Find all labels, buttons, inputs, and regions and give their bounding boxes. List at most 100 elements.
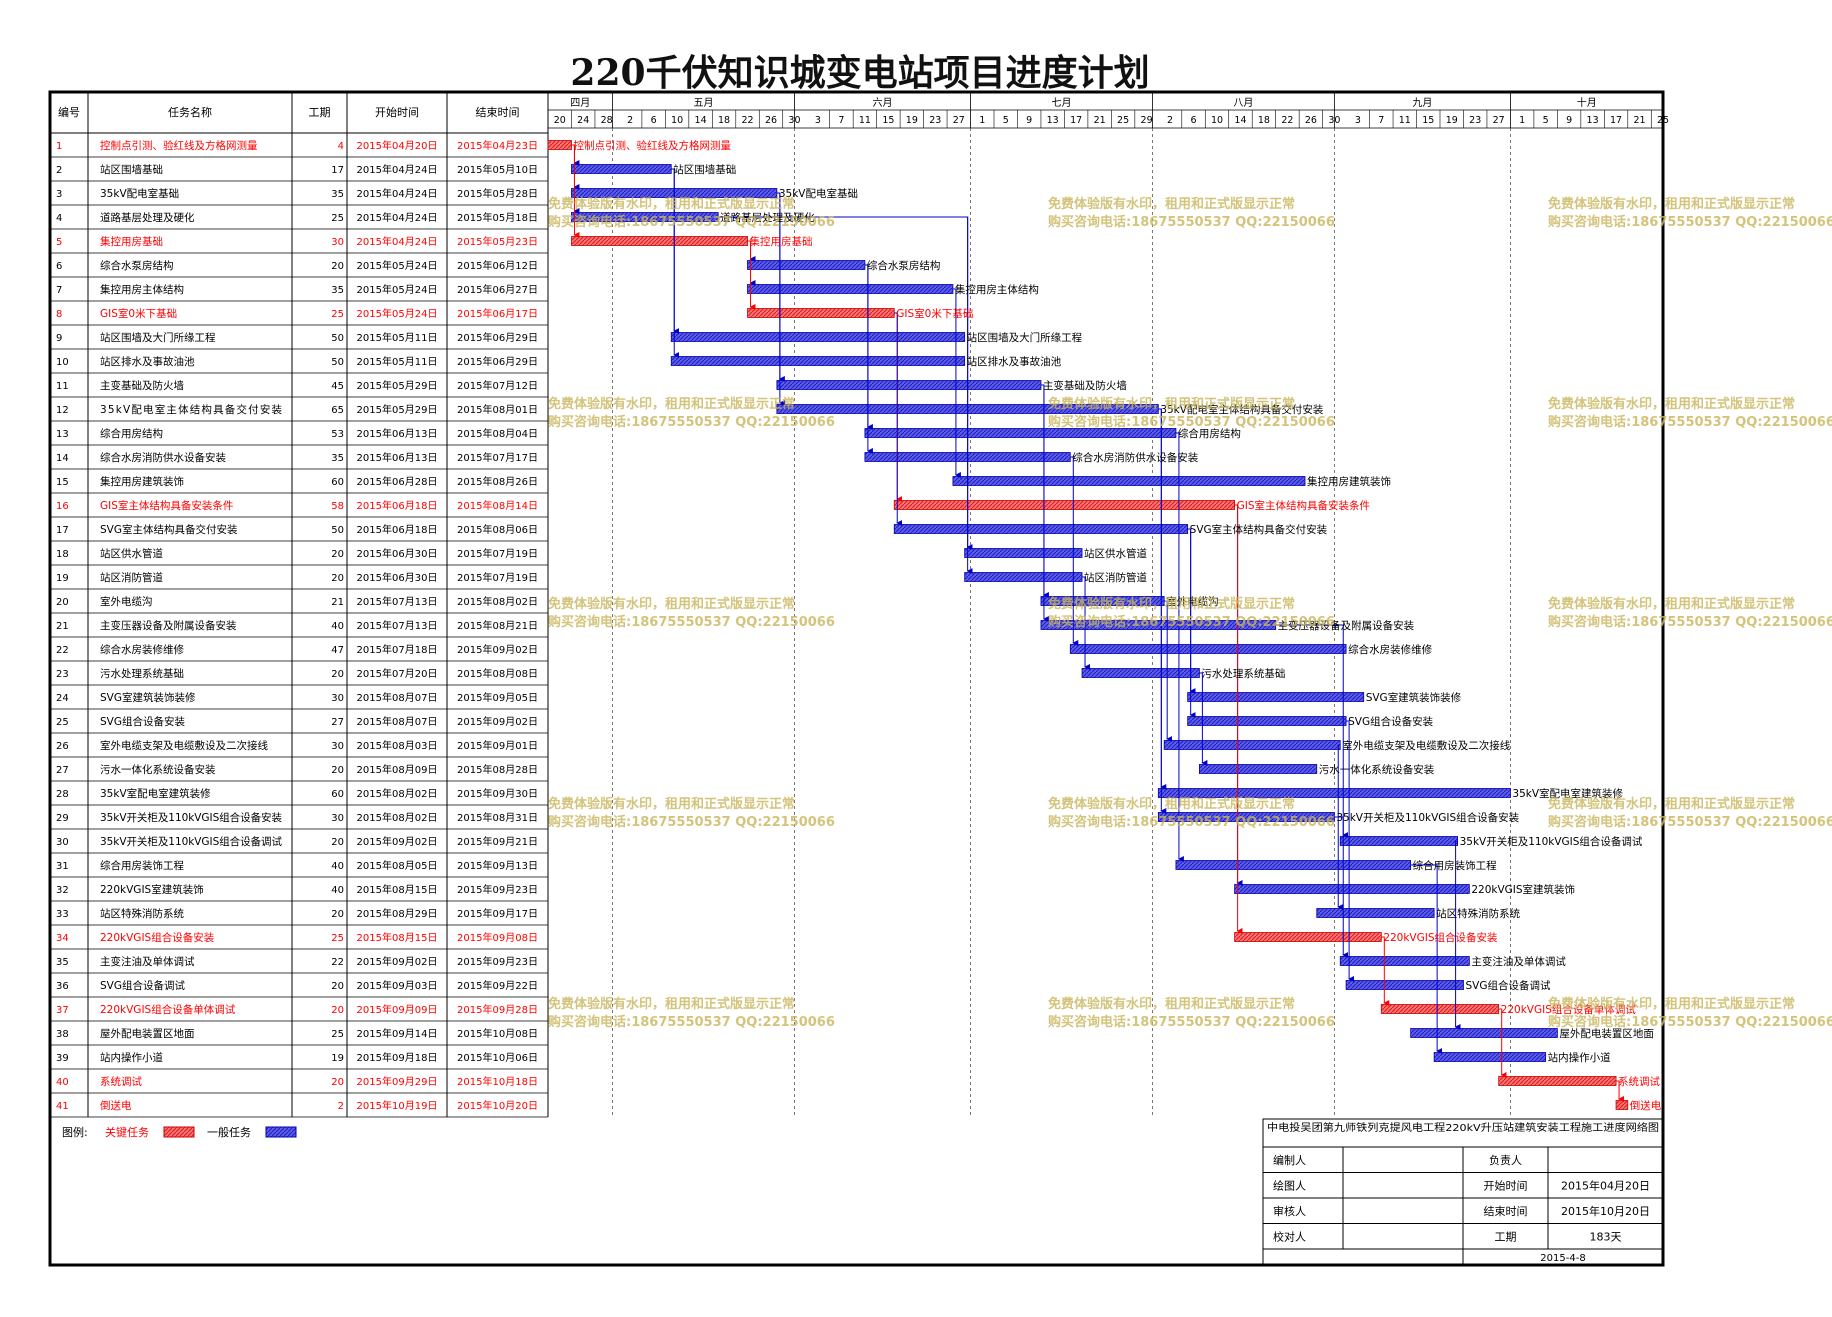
bar-label: SVG组合设备调试 xyxy=(1465,979,1550,992)
task-start: 2015年08月02日 xyxy=(357,787,438,800)
task-start: 2015年05月29日 xyxy=(357,403,438,416)
task-id: 29 xyxy=(56,813,69,824)
day-tick-label: 15 xyxy=(1422,115,1434,126)
watermark-line2: 购买咨询电话:18675550537 QQ:22150066 xyxy=(1048,614,1335,630)
task-id: 21 xyxy=(56,621,69,632)
task-id: 24 xyxy=(56,693,69,704)
task-id: 3 xyxy=(56,189,62,200)
day-tick-label: 23 xyxy=(929,115,941,126)
day-tick-label: 2 xyxy=(627,115,633,126)
watermark-line1: 免费体验版有水印，租用和正式版显示正常 xyxy=(548,396,795,412)
task-duration: 60 xyxy=(331,477,344,488)
task-bar xyxy=(1163,740,1341,750)
task-name: 控制点引测、验红线及方格网测量 xyxy=(100,139,258,152)
task-bar xyxy=(952,476,1306,486)
task-duration: 65 xyxy=(331,405,344,416)
day-tick-label: 15 xyxy=(882,115,894,126)
bar-label: 污水一体化系统设备安装 xyxy=(1319,763,1435,776)
task-name: 集控用房主体结构 xyxy=(100,283,184,296)
task-end: 2015年09月23日 xyxy=(457,955,538,968)
column-header-name: 任务名称 xyxy=(168,105,212,119)
task-duration: 30 xyxy=(331,693,344,704)
day-tick-label: 17 xyxy=(1070,115,1082,126)
task-bar xyxy=(1234,932,1382,942)
bar-label: SVG室建筑装饰装修 xyxy=(1366,691,1462,704)
day-tick-label: 18 xyxy=(1258,115,1270,126)
bar-label: 站区围墙及大门所缘工程 xyxy=(967,331,1083,344)
task-id: 5 xyxy=(56,237,62,248)
watermark-line2: 购买咨询电话:18675550537 QQ:22150066 xyxy=(1048,1014,1335,1030)
task-bar xyxy=(1615,1100,1629,1110)
task-id: 8 xyxy=(56,309,62,320)
task-duration: 58 xyxy=(331,501,344,512)
task-name: 综合用房结构 xyxy=(100,427,163,440)
task-bar xyxy=(964,548,1083,558)
task-duration: 19 xyxy=(331,1053,344,1064)
task-start: 2015年05月11日 xyxy=(357,331,438,344)
task-id: 13 xyxy=(56,429,69,440)
task-id: 37 xyxy=(56,1005,69,1016)
task-id: 25 xyxy=(56,717,69,728)
month-label: 六月 xyxy=(873,97,893,109)
task-end: 2015年10月08日 xyxy=(457,1027,538,1040)
task-name: 35kV开关柜及110kVGIS组合设备安装 xyxy=(100,811,283,824)
task-name: SVG室建筑装饰装修 xyxy=(100,691,196,704)
task-bar xyxy=(1316,908,1435,918)
task-end: 2015年09月01日 xyxy=(457,739,538,752)
watermark-line1: 免费体验版有水印，租用和正式版显示正常 xyxy=(1548,996,1795,1012)
dependency-link xyxy=(1498,1008,1507,1078)
task-start: 2015年08月29日 xyxy=(357,907,438,920)
task-bar xyxy=(893,500,1236,510)
task-id: 28 xyxy=(56,789,69,800)
task-start: 2015年04月24日 xyxy=(357,235,438,248)
watermark-line2: 购买咨询电话:18675550537 QQ:22150066 xyxy=(1548,614,1832,630)
watermark-line1: 免费体验版有水印，租用和正式版显示正常 xyxy=(1048,196,1295,212)
task-start: 2015年08月02日 xyxy=(357,811,438,824)
task-duration: 20 xyxy=(331,909,344,920)
task-bar xyxy=(964,572,1083,582)
task-start: 2015年06月18日 xyxy=(357,523,438,536)
task-name: 室外电缆支架及电缆敷设及二次接线 xyxy=(100,739,268,752)
dependency-link xyxy=(1199,672,1208,766)
task-name: 35kV配电室主体结构具备交付安装 xyxy=(100,403,283,416)
task-end: 2015年04月23日 xyxy=(457,139,538,152)
chart-title: 220千伏知识城变电站项目进度计划 xyxy=(570,52,1150,94)
task-duration: 2 xyxy=(338,1101,344,1112)
task-id: 19 xyxy=(56,573,69,584)
task-duration: 21 xyxy=(331,597,344,608)
task-id: 9 xyxy=(56,333,62,344)
day-tick-label: 22 xyxy=(741,115,753,126)
day-tick-label: 11 xyxy=(1399,115,1411,126)
watermark-line1: 免费体验版有水印，租用和正式版显示正常 xyxy=(1548,196,1795,212)
task-id: 38 xyxy=(56,1029,69,1040)
day-tick-label: 13 xyxy=(1587,115,1599,126)
task-end: 2015年09月02日 xyxy=(457,715,538,728)
task-duration: 50 xyxy=(331,333,344,344)
task-bar xyxy=(670,356,966,366)
dependency-link xyxy=(571,144,580,238)
task-end: 2015年07月19日 xyxy=(457,571,538,584)
task-start: 2015年08月05日 xyxy=(357,859,438,872)
task-name: 屋外配电装置区地面 xyxy=(100,1027,195,1040)
task-end: 2015年06月29日 xyxy=(457,355,538,368)
watermark-line2: 购买咨询电话:18675550537 QQ:22150066 xyxy=(1048,814,1335,830)
day-tick-label: 10 xyxy=(1211,115,1223,126)
dependency-link xyxy=(1175,432,1184,862)
task-start: 2015年07月20日 xyxy=(357,667,438,680)
task-duration: 35 xyxy=(331,189,344,200)
task-start: 2015年05月11日 xyxy=(357,355,438,368)
legend-critical-swatch xyxy=(163,1126,195,1138)
day-tick-label: 6 xyxy=(651,115,657,126)
column-header-end: 结束时间 xyxy=(476,106,520,119)
info-key: 绘图人 xyxy=(1273,1179,1306,1193)
column-header-duration: 工期 xyxy=(309,106,331,119)
task-name: 主变基础及防火墙 xyxy=(100,379,184,392)
watermark-line1: 免费体验版有水印，租用和正式版显示正常 xyxy=(548,196,795,212)
day-tick-label: 25 xyxy=(1657,115,1669,126)
watermark-line1: 免费体验版有水印，租用和正式版显示正常 xyxy=(548,796,795,812)
bar-label: 主变注油及单体调试 xyxy=(1471,955,1566,968)
task-start: 2015年08月15日 xyxy=(357,883,438,896)
day-tick-label: 20 xyxy=(554,115,566,126)
info-key: 开始时间 xyxy=(1484,1179,1528,1193)
dependency-link xyxy=(1070,456,1079,646)
